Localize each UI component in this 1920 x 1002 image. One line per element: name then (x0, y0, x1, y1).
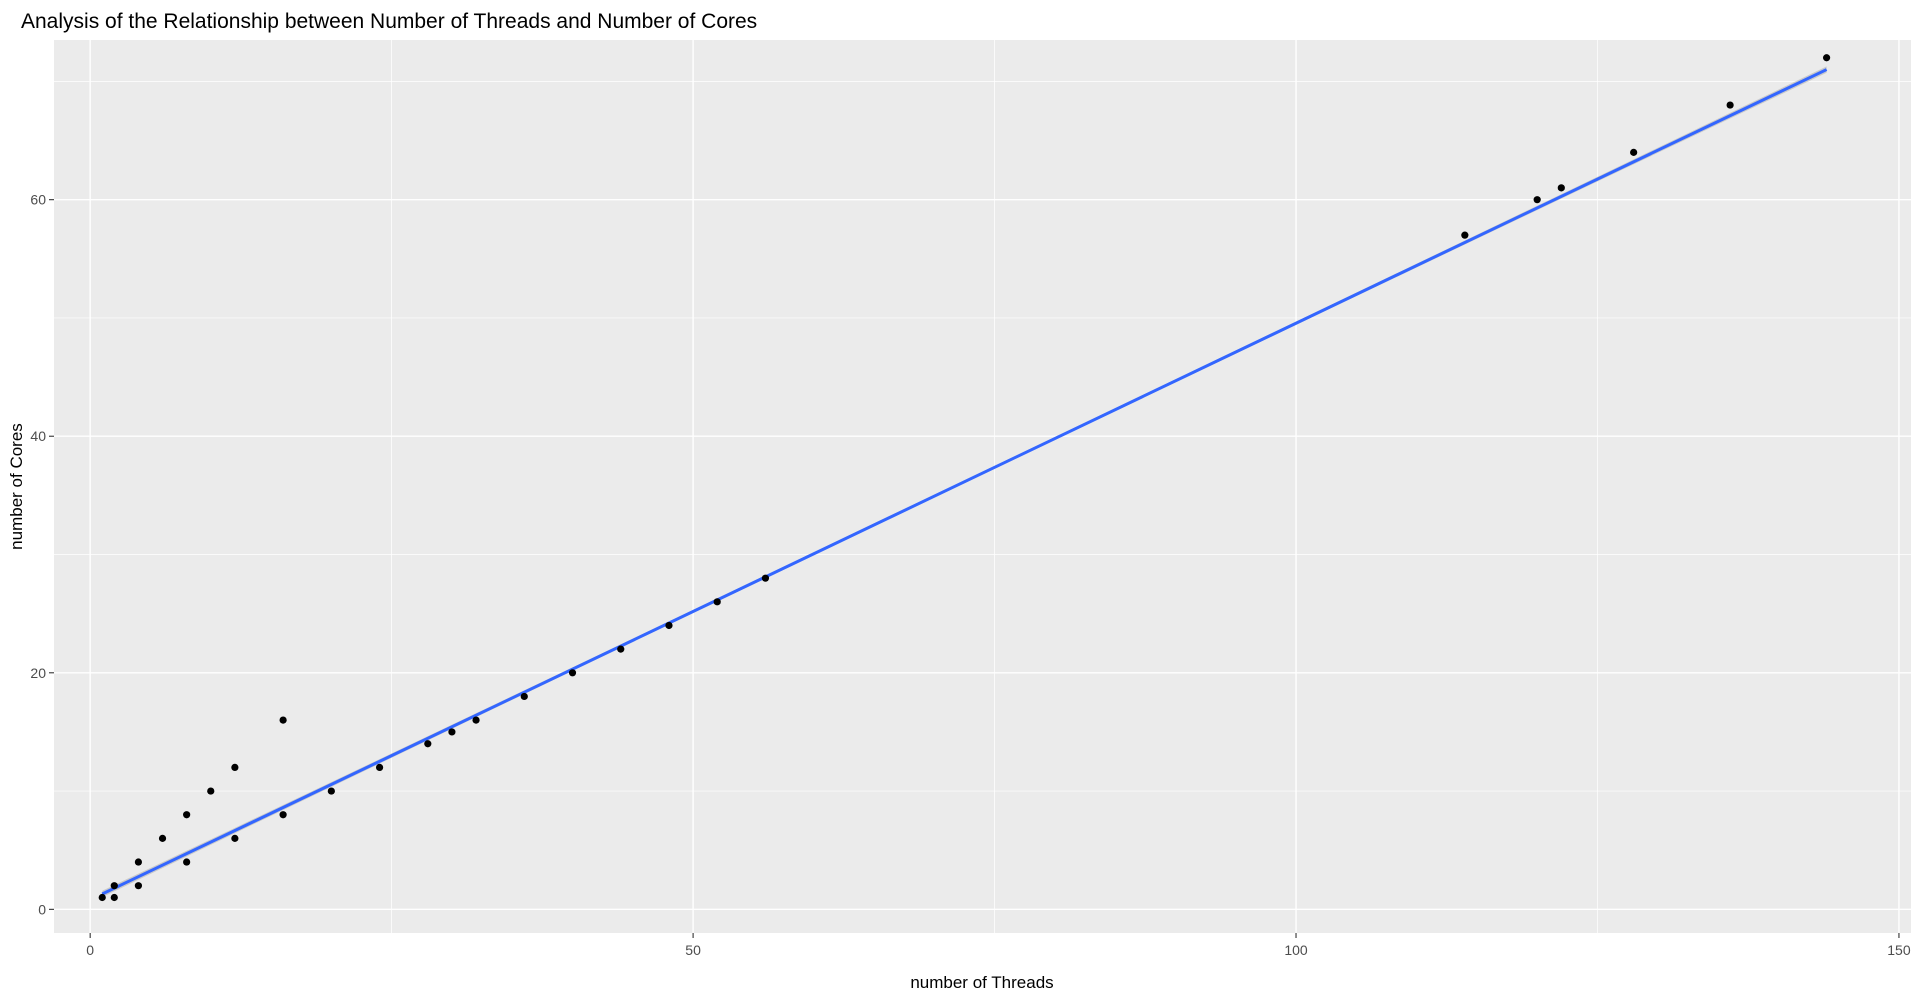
plot-panel (54, 40, 1911, 933)
data-point (158, 834, 167, 842)
data-point (183, 858, 191, 866)
data-point (231, 834, 239, 842)
data-point (375, 763, 384, 772)
data-points (98, 54, 1831, 902)
data-point (1630, 148, 1638, 156)
x-tick-label: 0 (86, 942, 94, 958)
data-point (279, 811, 287, 819)
major-gridlines (54, 40, 1911, 933)
data-point (183, 811, 191, 819)
data-point (98, 893, 106, 902)
data-point (448, 728, 456, 736)
data-point (110, 882, 118, 890)
fit-line (101, 68, 1828, 896)
y-tick-label: 60 (30, 192, 46, 208)
data-point (713, 598, 721, 606)
data-point (279, 716, 287, 724)
data-point (134, 882, 143, 890)
data-point (472, 716, 480, 724)
data-point (207, 787, 215, 795)
data-point (110, 893, 118, 902)
data-point (1726, 101, 1734, 109)
x-tick-label: 50 (685, 942, 701, 958)
y-tick-label: 40 (30, 428, 46, 444)
fit-line-layer (101, 68, 1828, 896)
x-tick-label: 100 (1284, 942, 1308, 958)
data-point (568, 669, 577, 677)
data-point (1461, 231, 1469, 239)
data-point (231, 763, 239, 772)
data-point (424, 740, 432, 748)
data-point (520, 692, 528, 701)
data-point (665, 621, 673, 630)
y-tick-label: 0 (38, 901, 46, 917)
data-point (134, 858, 143, 866)
y-axis-title: number of Cores (7, 423, 26, 550)
y-axis-ticks: 0 20 40 60 (30, 192, 54, 917)
data-point (761, 574, 770, 582)
data-point (1822, 54, 1831, 62)
x-axis-ticks: 0 50 100 150 (86, 933, 1911, 958)
x-axis-title: number of Threads (910, 973, 1053, 992)
data-point (617, 645, 625, 653)
data-point (327, 787, 335, 795)
x-tick-label: 150 (1887, 942, 1911, 958)
y-tick-label: 20 (30, 665, 46, 681)
data-point (1533, 196, 1541, 204)
data-point (1557, 184, 1565, 192)
minor-gridlines (54, 40, 1911, 933)
chart-title: Analysis of the Relationship between Num… (21, 10, 757, 33)
